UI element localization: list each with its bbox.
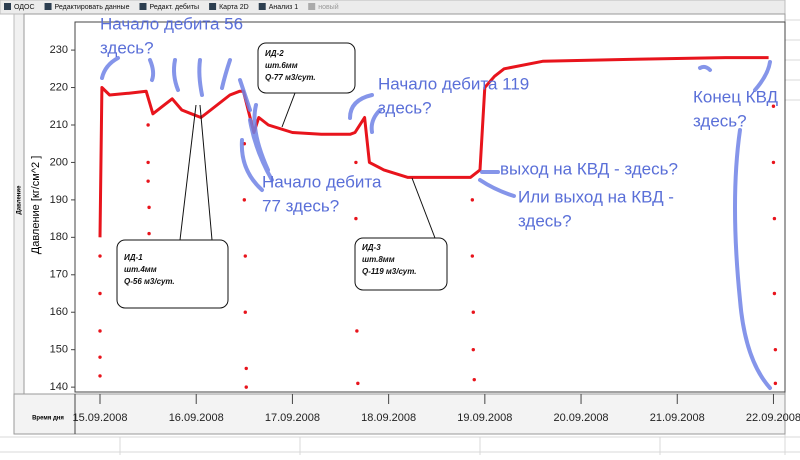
annotation: Конец КВД <box>693 87 779 106</box>
callout-boxes <box>116 42 448 309</box>
pressure-point <box>355 329 359 333</box>
toolbar-icon <box>139 3 147 10</box>
annotation: Или выход на КВД - <box>518 187 674 206</box>
y-tick-label: 180 <box>50 231 68 243</box>
annotation-arrows <box>100 56 772 390</box>
pressure-point <box>146 179 150 183</box>
x-axis-title: Время дня <box>32 416 64 422</box>
callout-text: Q-119 м3/сут. <box>362 267 416 276</box>
callout-text: шт.4мм <box>124 265 157 274</box>
pressure-point <box>146 160 150 165</box>
pressure-point <box>244 385 248 389</box>
pressure-point <box>98 374 102 378</box>
pressure-point <box>472 377 476 382</box>
toolbar-icon <box>308 3 316 10</box>
pressure-point <box>244 366 248 371</box>
pressure-point <box>147 231 151 236</box>
x-tick-label: 22.09.2008 <box>746 412 800 424</box>
toolbar-button[interactable]: Анализ 1 <box>269 4 299 11</box>
pressure-point <box>773 347 778 352</box>
y-tick-label: 160 <box>50 306 68 318</box>
annotation: здесь? <box>100 38 154 57</box>
annotation: здесь? <box>518 211 572 230</box>
pressure-point <box>147 205 151 210</box>
toolbar-buttons: ОДОС Редактировать данные Редакт. дебиты Ка… <box>4 3 339 11</box>
y-tick-label: 190 <box>50 194 68 206</box>
pressure-point <box>471 310 475 314</box>
toolbar-button[interactable]: Редакт. дебиты <box>149 3 199 11</box>
pressure-point <box>771 160 776 165</box>
x-tick-label: 20.09.2008 <box>554 412 609 424</box>
callout-text: ИД-3 <box>362 243 381 252</box>
callout-text: шт.8мм <box>362 255 395 264</box>
pressure-line <box>98 56 769 238</box>
annotation: Начало дебита 56 <box>100 14 243 33</box>
pressure-point <box>772 216 777 221</box>
y-tick-label: 150 <box>50 344 68 356</box>
chart-panel <box>23 13 786 395</box>
pressure-point <box>243 254 247 258</box>
pressure-point <box>470 198 475 202</box>
x-tick-label: 21.09.2008 <box>650 412 705 424</box>
callout-text: Q-77 м3/сут. <box>265 73 316 82</box>
toolbar-icon <box>4 3 11 10</box>
toolbar-button[interactable]: ОДОС <box>14 4 35 11</box>
y-tick-label: 200 <box>50 156 68 168</box>
pressure-point <box>354 216 358 221</box>
y-tick-label: 140 <box>50 381 68 393</box>
plot-frame <box>74 21 786 393</box>
annotation: здесь? <box>693 111 747 130</box>
x-tick-label: 16.09.2008 <box>169 412 224 424</box>
toolbar-button[interactable]: Редактировать данные <box>55 4 130 11</box>
pressure-point <box>771 104 776 108</box>
callout-text: Q-56 м3/сут. <box>124 277 175 286</box>
side-label: Давление <box>17 185 23 215</box>
toolbar-icon <box>258 3 266 10</box>
toolbar-icon <box>44 3 52 10</box>
pressure-point <box>772 291 777 296</box>
y-tick-label: 230 <box>50 44 68 56</box>
pressure-point <box>98 254 102 258</box>
y-tick-label: 220 <box>50 81 68 93</box>
y-tick-label: 170 <box>50 269 68 281</box>
x-tick-label: 15.09.2008 <box>72 412 127 424</box>
pressure-point <box>98 329 102 333</box>
pressure-point <box>470 254 475 258</box>
pressure-point <box>146 123 150 127</box>
callout-text: ИД-1 <box>124 253 143 262</box>
pressure-point <box>356 381 360 386</box>
callout-text: ИД-2 <box>265 49 284 58</box>
y-axis-title: Давление [кг/см^2 ] <box>30 156 42 254</box>
annotation: здесь? <box>378 98 432 117</box>
pressure-point <box>98 355 102 359</box>
y-tick-label: 210 <box>50 119 68 131</box>
annotations: Начало дебита 56 здесь? Начало дебита 77 зд… <box>100 14 779 286</box>
x-axis-panel <box>13 393 786 435</box>
pressure-point <box>243 310 247 314</box>
x-tick-label: 17.09.2008 <box>265 412 320 424</box>
x-tick-label: 19.09.2008 <box>457 412 512 424</box>
pressure-point <box>242 198 247 202</box>
annotation: 77 здесь? <box>262 196 339 215</box>
pressure-point <box>354 160 358 165</box>
toolbar-button[interactable]: Карта 2D <box>219 4 249 11</box>
toolbar-icon <box>209 3 217 10</box>
annotation: выход на КВД - здесь? <box>500 159 678 178</box>
pressure-point <box>773 381 778 386</box>
pressure-point <box>98 291 102 296</box>
callout-text: шт.6мм <box>265 61 298 70</box>
annotation: Начало дебита <box>262 172 382 191</box>
toolbar-button[interactable]: новый <box>318 3 339 11</box>
pressure-point <box>471 347 475 352</box>
plot: 140 150 160 170 180 190 200 210 220 230 15.09.2008… <box>50 44 800 424</box>
annotation: Начало дебита 119 <box>378 74 529 93</box>
x-tick-label: 18.09.2008 <box>361 412 416 424</box>
